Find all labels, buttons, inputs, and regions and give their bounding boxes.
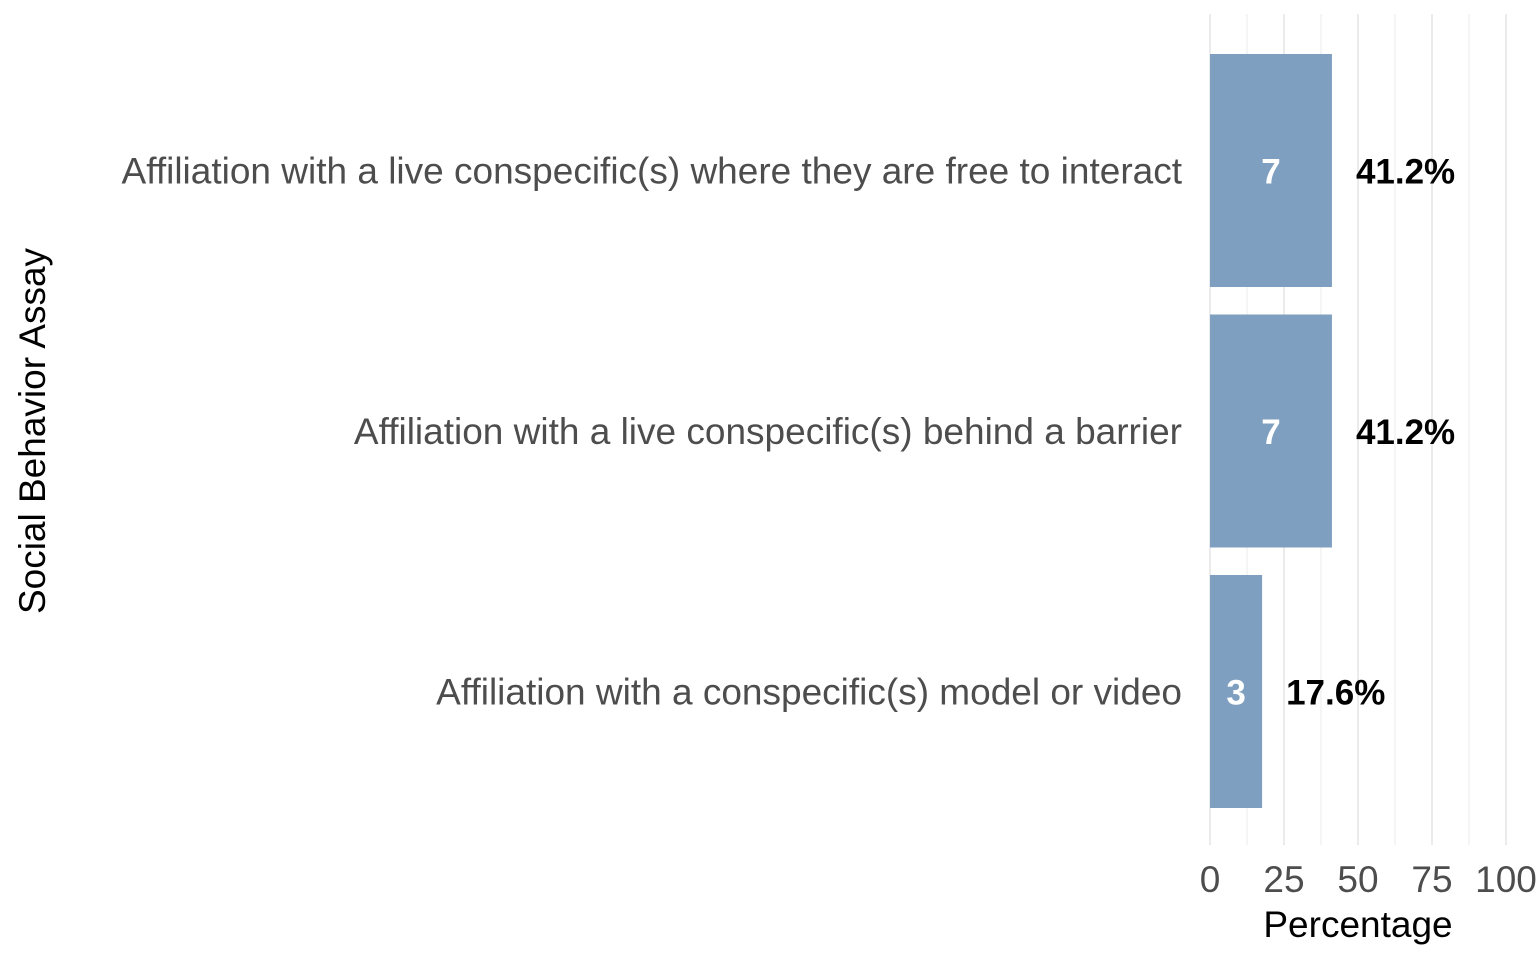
count-label: 7 xyxy=(1261,153,1280,192)
category-label: Affiliation with a conspecific(s) model … xyxy=(436,672,1182,713)
x-axis-title: Percentage xyxy=(1263,904,1452,945)
y-axis-title: Social Behavior Assay xyxy=(12,247,53,614)
x-tick-label: 50 xyxy=(1337,859,1378,900)
category-label: Affiliation with a live conspecific(s) b… xyxy=(354,411,1182,452)
category-label: Affiliation with a live conspecific(s) w… xyxy=(122,151,1183,192)
bar xyxy=(1210,575,1263,808)
x-tick-label: 25 xyxy=(1263,859,1304,900)
x-tick-label: 75 xyxy=(1411,859,1452,900)
count-label: 7 xyxy=(1261,413,1280,452)
percent-label: 17.6% xyxy=(1286,674,1385,713)
bar xyxy=(1210,314,1332,548)
bars xyxy=(1210,54,1332,808)
labels: Affiliation with a live conspecific(s) w… xyxy=(122,151,1536,901)
count-label: 3 xyxy=(1226,674,1245,713)
x-tick-label: 0 xyxy=(1200,859,1221,900)
percent-label: 41.2% xyxy=(1356,413,1455,452)
bar xyxy=(1210,54,1332,287)
percent-label: 41.2% xyxy=(1356,153,1455,192)
x-tick-label: 100 xyxy=(1475,859,1536,900)
